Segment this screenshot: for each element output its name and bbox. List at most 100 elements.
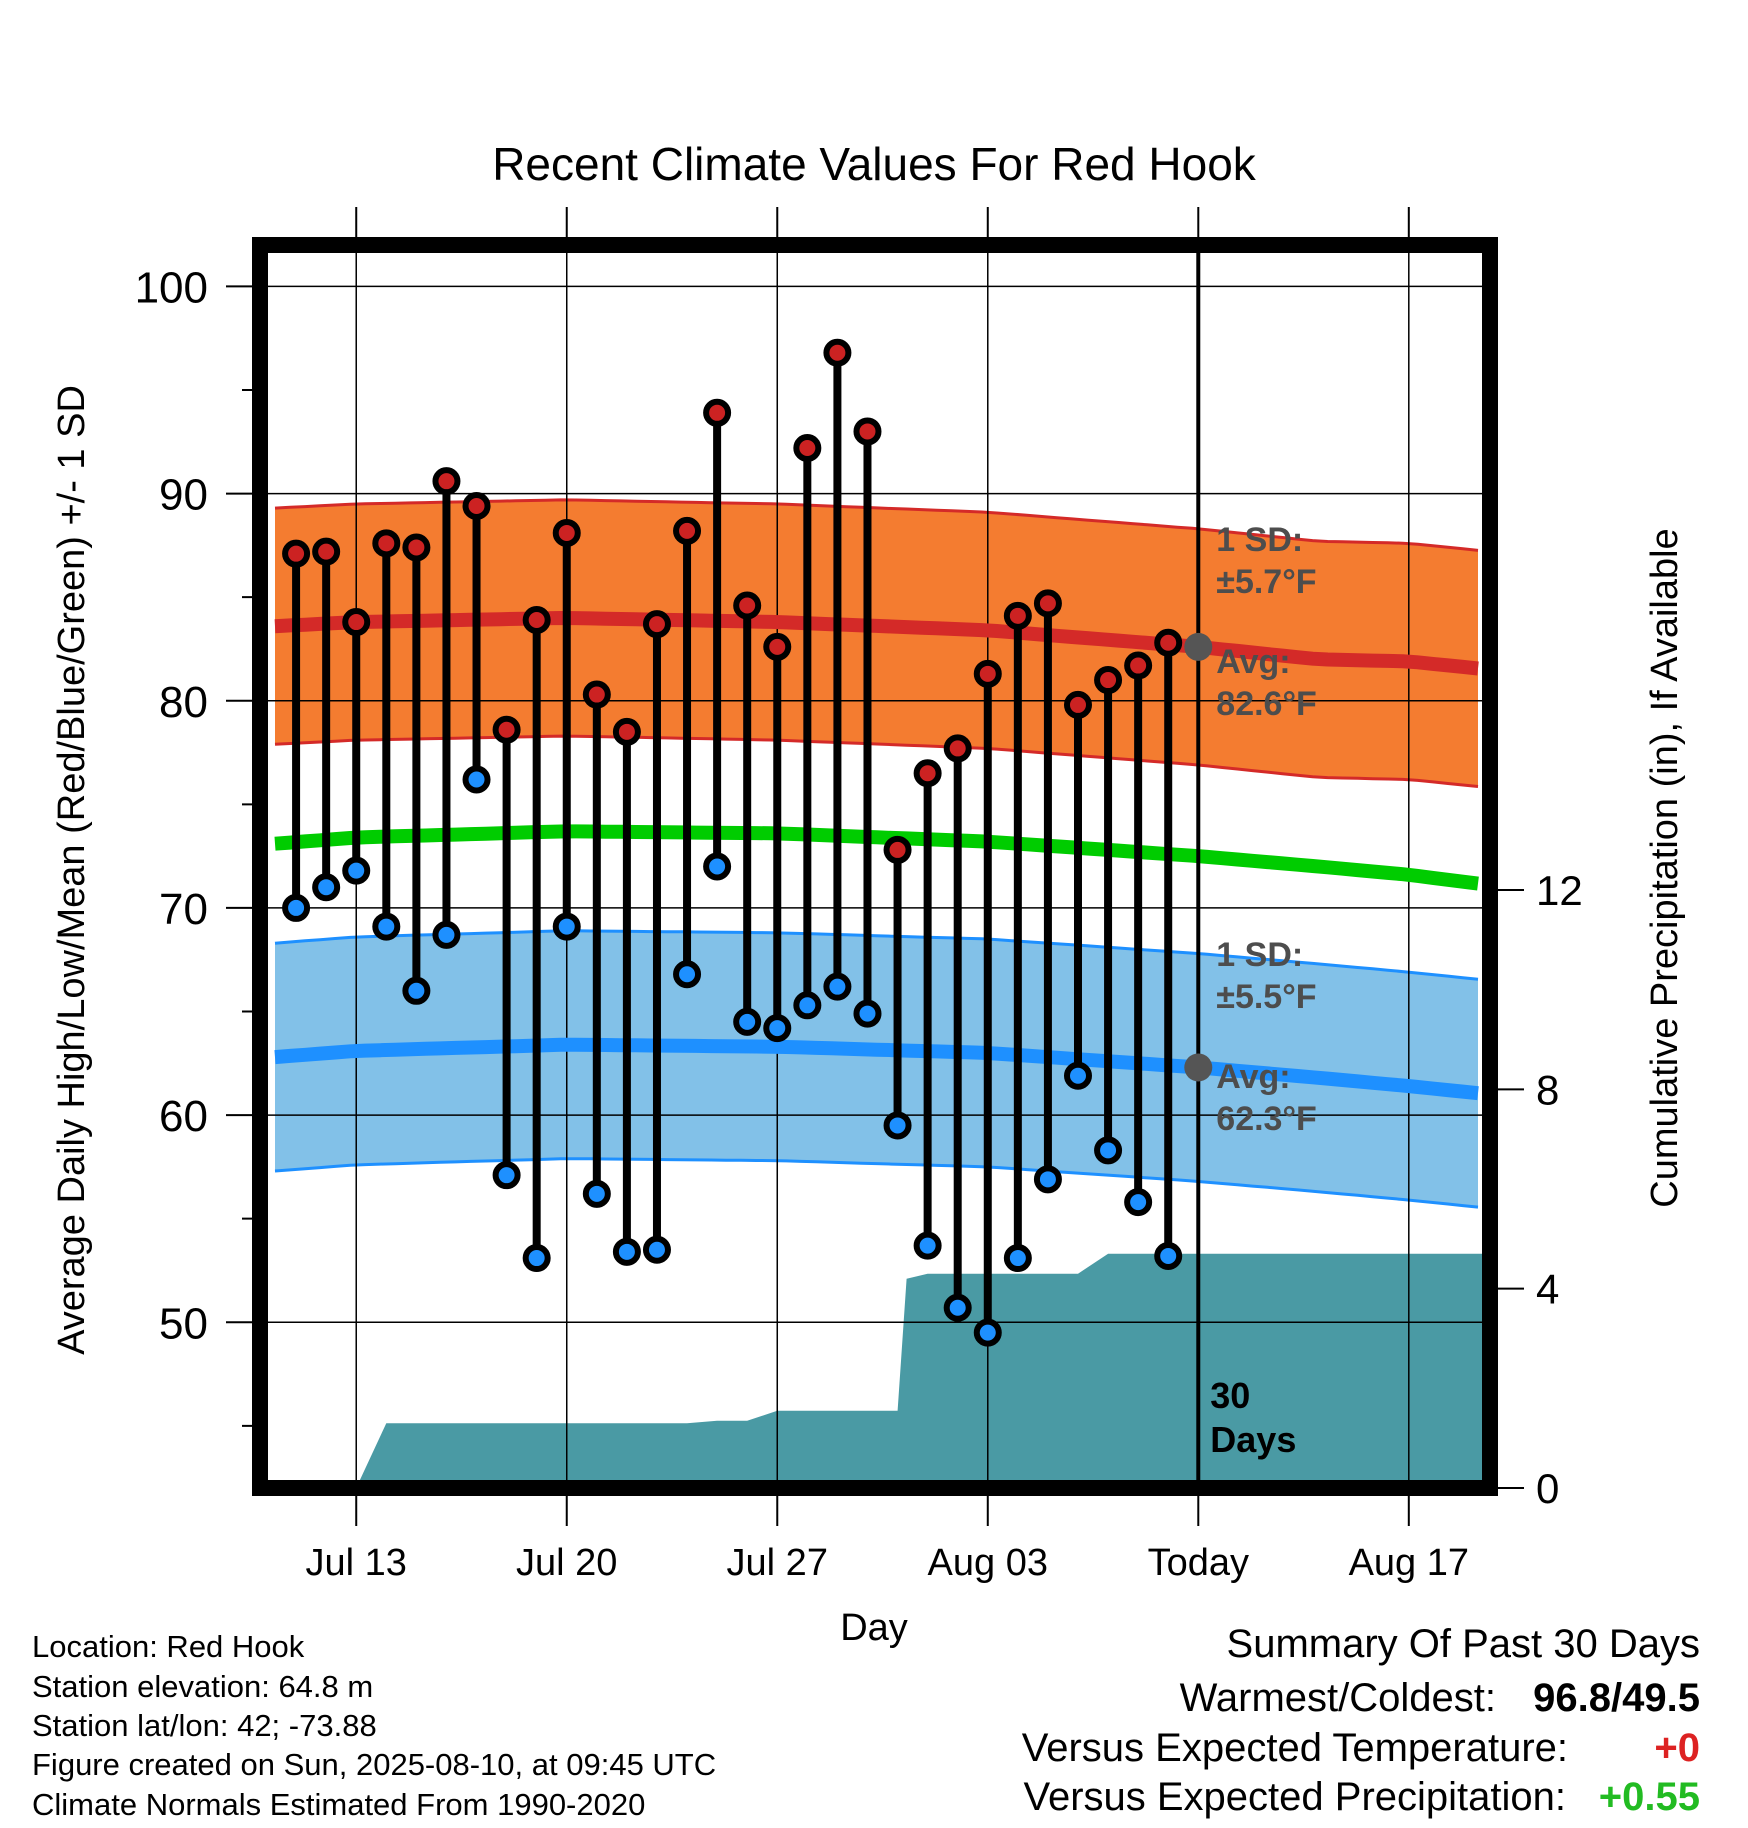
daily-high-point xyxy=(552,518,581,547)
low-avg-annotation-1: Avg: xyxy=(1216,1058,1290,1096)
daily-high-point xyxy=(973,659,1002,688)
precip-area xyxy=(356,1253,1491,1488)
today-high-avg-marker xyxy=(1184,632,1213,661)
low-band-upper-edge xyxy=(274,929,1479,981)
daily-high-point xyxy=(1154,628,1183,657)
daily-high-point xyxy=(1063,690,1092,719)
temp-value: +0 xyxy=(1654,1726,1700,1770)
today-days-label-2: Days xyxy=(1210,1419,1296,1460)
precip-value: +0.55 xyxy=(1599,1775,1700,1819)
temp-label: Versus Expected Temperature: xyxy=(1022,1726,1568,1770)
daily-high-point xyxy=(372,529,401,558)
x-tick-label: Jul 20 xyxy=(516,1542,617,1584)
daily-low-point xyxy=(823,972,852,1001)
band-annotations: 1 SD: ±5.7°F Avg: 82.6°F 1 SD: ±5.5°F Avg: 62.3… xyxy=(1184,521,1317,1138)
low-band-lower-edge xyxy=(274,1157,1479,1209)
y-tick-label-right: 0 xyxy=(1536,1465,1559,1512)
x-tick-label: Today xyxy=(1148,1542,1249,1584)
daily-high-point xyxy=(522,605,551,634)
daily-low-point xyxy=(582,1179,611,1208)
high-sd-band xyxy=(275,499,1478,787)
high-avg-annotation-2: 82.6°F xyxy=(1216,685,1317,723)
daily-high-point xyxy=(342,608,371,637)
normal-bands xyxy=(274,498,1479,1209)
axes: 50 60 70 80 90 100 0 4 8 12 Jul 13 Jul 20 Jul 27 Aug … xyxy=(135,207,1583,1584)
daily-low-point xyxy=(1094,1136,1123,1165)
x-tick-label: Aug 17 xyxy=(1349,1542,1469,1584)
daily-low-point xyxy=(913,1231,942,1260)
daily-high-point xyxy=(1033,589,1062,618)
daily-high-point xyxy=(793,434,822,463)
y-axis-label-left: Average Daily High/Low/Mean (Red/Blue/Gr… xyxy=(51,385,93,1355)
daily-low-point xyxy=(793,991,822,1020)
daily-low-point xyxy=(1033,1165,1062,1194)
y-tick-label-left: 100 xyxy=(135,263,208,312)
low-sd-annotation-2: ±5.5°F xyxy=(1216,978,1316,1016)
chart-title: Recent Climate Values For Red Hook xyxy=(492,138,1257,190)
daily-high-point xyxy=(913,759,942,788)
daily-high-point xyxy=(432,467,461,496)
daily-low-point xyxy=(1124,1188,1153,1217)
high-avg-annotation-1: Avg: xyxy=(1216,643,1290,681)
precipitation-area xyxy=(356,1253,1491,1488)
daily-low-point xyxy=(372,912,401,941)
high-sd-annotation-2: ±5.7°F xyxy=(1216,563,1316,601)
low-sd-annotation-1: 1 SD: xyxy=(1216,936,1303,974)
station-info: Location: Red Hook Station elevation: 64… xyxy=(32,1629,716,1822)
plot-frame xyxy=(252,237,1498,1496)
daily-high-point xyxy=(823,338,852,367)
y-tick-label-left: 60 xyxy=(159,1092,208,1141)
daily-high-point xyxy=(1094,666,1123,695)
summary-heading: Summary Of Past 30 Days xyxy=(1227,1622,1700,1666)
y-tick-label-right: 8 xyxy=(1536,1066,1559,1113)
info-normals: Climate Normals Estimated From 1990-2020 xyxy=(32,1787,645,1822)
warmest-label: Warmest/Coldest: xyxy=(1180,1676,1496,1720)
daily-high-point xyxy=(492,715,521,744)
plot-border xyxy=(252,237,1498,1496)
warmest-value: 96.8/49.5 xyxy=(1533,1676,1700,1720)
daily-low-point xyxy=(312,873,341,902)
daily-high-point xyxy=(612,717,641,746)
daily-low-point xyxy=(703,852,732,881)
daily-low-point xyxy=(552,912,581,941)
daily-low-point xyxy=(943,1293,972,1322)
y-tick-label-left: 70 xyxy=(159,885,208,934)
y-axis-label-right: Cumulative Precipitation (in), If Availa… xyxy=(1644,528,1686,1207)
daily-high-point xyxy=(703,398,732,427)
x-tick-label: Aug 03 xyxy=(928,1542,1048,1584)
daily-high-point xyxy=(1124,651,1153,680)
daily-low-point xyxy=(973,1318,1002,1347)
daily-high-point xyxy=(312,537,341,566)
precip-label: Versus Expected Precipitation: xyxy=(1023,1775,1566,1819)
daily-high-point xyxy=(763,632,792,661)
daily-high-point xyxy=(1003,601,1032,630)
daily-high-point xyxy=(853,417,882,446)
y-tick-label-right: 4 xyxy=(1536,1266,1559,1313)
daily-high-point xyxy=(673,516,702,545)
normal-low-line xyxy=(274,1037,1479,1101)
daily-low-point xyxy=(733,1007,762,1036)
daily-low-point xyxy=(853,999,882,1028)
low-sd-band xyxy=(275,930,1478,1208)
summary-block: Summary Of Past 30 Days Warmest/Coldest:… xyxy=(1022,1622,1700,1819)
daily-low-point xyxy=(1003,1244,1032,1273)
daily-low-point xyxy=(1063,1061,1092,1090)
today-low-avg-marker xyxy=(1184,1053,1213,1082)
info-created: Figure created on Sun, 2025-08-10, at 09… xyxy=(32,1747,716,1782)
y-tick-label-left: 90 xyxy=(159,471,208,520)
x-tick-label: Jul 27 xyxy=(727,1542,828,1584)
daily-low-point xyxy=(612,1237,641,1266)
today-days-label-1: 30 xyxy=(1210,1375,1250,1416)
high-sd-annotation-1: 1 SD: xyxy=(1216,521,1303,559)
daily-low-point xyxy=(642,1235,671,1264)
x-axis-label: Day xyxy=(840,1607,908,1649)
y-tick-label-left: 50 xyxy=(159,1299,208,1348)
daily-high-point xyxy=(402,533,431,562)
daily-low-point xyxy=(402,976,431,1005)
daily-low-point xyxy=(342,856,371,885)
daily-high-point xyxy=(642,610,671,639)
daily-low-point xyxy=(763,1014,792,1043)
daily-low-point xyxy=(432,920,461,949)
normal-mean-line xyxy=(274,824,1479,891)
